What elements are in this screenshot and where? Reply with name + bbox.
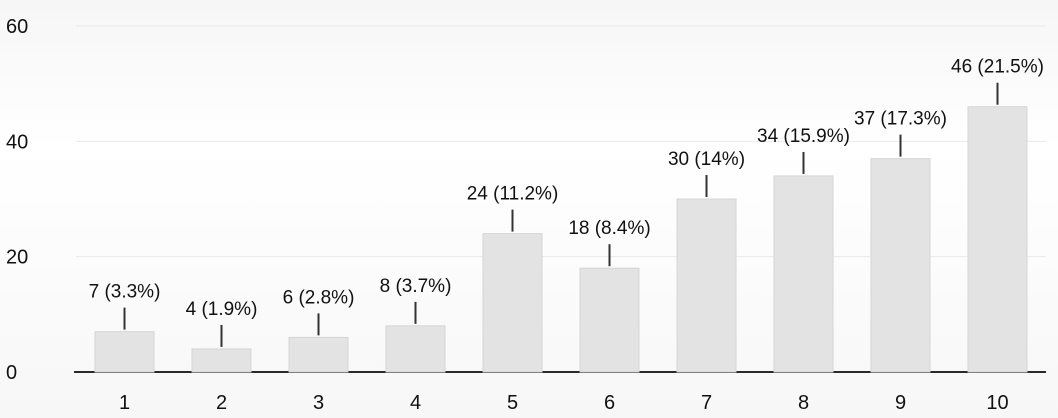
data-label-10: 46 (21.5%) (951, 57, 1044, 78)
x-tick-label-4: 4 (410, 392, 421, 414)
x-tick-label-3: 3 (313, 392, 324, 414)
bar-1 (94, 331, 155, 373)
y-tick-label-0: 0 (6, 362, 17, 384)
x-tick-label-5: 5 (507, 392, 518, 414)
data-label-6: 18 (8.4%) (568, 218, 650, 239)
x-tick-label-8: 8 (798, 392, 809, 414)
x-tick-label-10: 10 (986, 392, 1008, 414)
bar-10 (967, 106, 1028, 373)
bar-2 (191, 348, 252, 373)
bar-6 (579, 267, 640, 373)
bar-5 (482, 233, 543, 373)
data-label-4: 8 (3.7%) (380, 276, 452, 297)
x-tick-label-6: 6 (604, 392, 615, 414)
bar-7 (676, 198, 737, 373)
bar-4 (385, 325, 446, 373)
data-label-9: 37 (17.3%) (854, 109, 947, 130)
data-label-5: 24 (11.2%) (467, 184, 559, 205)
y-tick-label-20: 20 (6, 247, 28, 269)
data-label-1: 7 (3.3%) (89, 282, 161, 303)
x-tick-label-1: 1 (119, 392, 130, 414)
bar-3 (288, 336, 349, 373)
x-tick-label-9: 9 (895, 392, 906, 414)
x-tick-label-2: 2 (216, 392, 227, 414)
data-label-2: 4 (1.9%) (186, 299, 258, 320)
x-tick-label-7: 7 (701, 392, 712, 414)
data-label-3: 6 (2.8%) (283, 287, 355, 308)
y-tick-label-60: 60 (6, 16, 28, 38)
bar-8 (773, 175, 834, 373)
bar-9 (870, 158, 931, 373)
data-label-8: 34 (15.9%) (757, 126, 850, 147)
data-label-7: 30 (14%) (668, 149, 745, 170)
y-tick-label-40: 40 (6, 131, 28, 153)
